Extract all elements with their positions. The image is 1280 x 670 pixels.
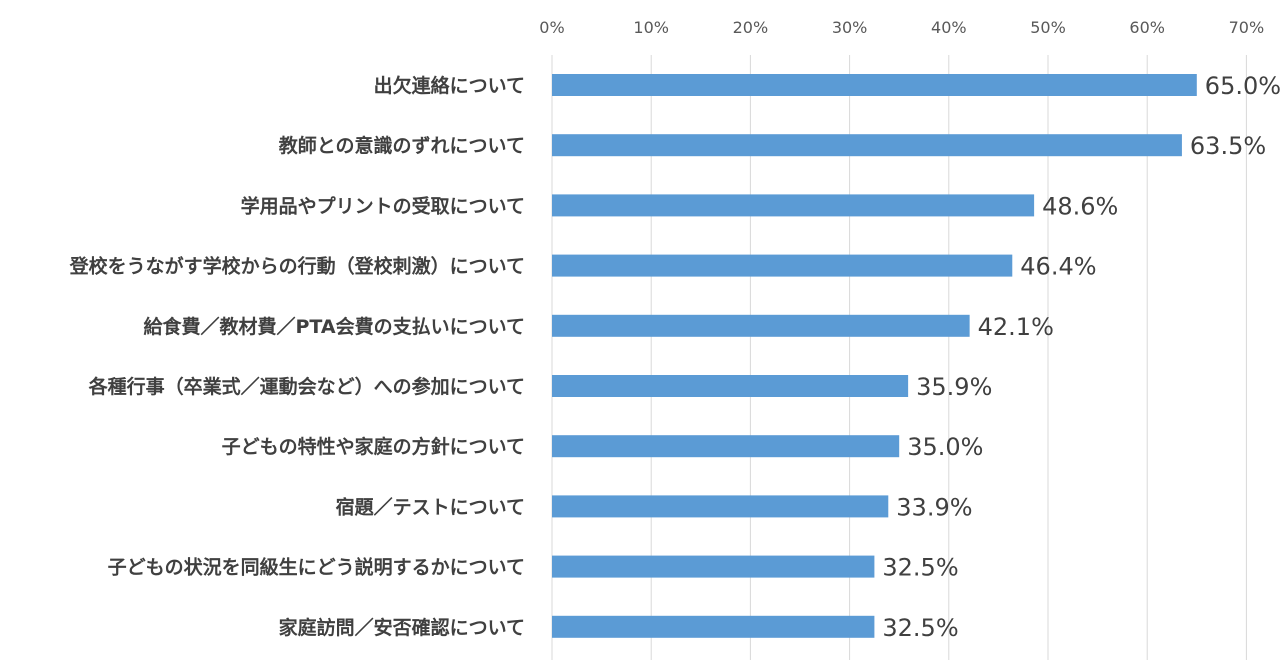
data-label: 65.0% bbox=[1205, 72, 1280, 100]
bar bbox=[552, 254, 1013, 277]
category-label: 学用品やプリントの受取について bbox=[241, 194, 525, 217]
data-label: 63.5% bbox=[1190, 132, 1266, 160]
bar bbox=[552, 74, 1197, 96]
category-label: 各種行事（卒業式／運動会など）への参加について bbox=[88, 375, 525, 398]
x-tick-label: 60% bbox=[1129, 18, 1165, 37]
category-label: 給食費／教材費／PTA会費の支払いについて bbox=[143, 315, 525, 338]
x-tick-label: 70% bbox=[1229, 18, 1265, 37]
data-label: 33.9% bbox=[896, 493, 972, 521]
x-tick-label: 50% bbox=[1030, 18, 1066, 37]
category-label: 出欠連絡について bbox=[374, 74, 525, 97]
bar bbox=[552, 194, 1035, 217]
category-label: 教師との意識のずれについて bbox=[279, 134, 525, 157]
category-label: 登校をうながす学校からの行動（登校刺激）について bbox=[69, 255, 525, 278]
category-label: 家庭訪問／安否確認について bbox=[279, 616, 525, 639]
x-tick-label: 10% bbox=[633, 18, 669, 37]
data-label: 48.6% bbox=[1042, 192, 1118, 220]
bar bbox=[552, 435, 900, 458]
bar bbox=[552, 134, 1182, 157]
bar bbox=[552, 375, 909, 397]
data-label: 46.4% bbox=[1020, 253, 1096, 281]
data-label: 32.5% bbox=[882, 554, 958, 582]
bar bbox=[552, 615, 875, 638]
x-tick-label: 30% bbox=[832, 18, 868, 37]
x-tick-label: 40% bbox=[931, 18, 967, 37]
data-label: 35.9% bbox=[916, 373, 992, 401]
data-label: 35.0% bbox=[907, 433, 983, 461]
bar bbox=[552, 314, 970, 337]
category-label: 子どもの状況を同級生にどう説明するかについて bbox=[108, 556, 525, 579]
data-label: 32.5% bbox=[882, 614, 958, 642]
category-label: 子どもの特性や家庭の方針について bbox=[222, 435, 525, 458]
x-tick-label: 20% bbox=[733, 18, 769, 37]
category-label: 宿題／テストについて bbox=[336, 495, 525, 518]
data-label: 42.1% bbox=[978, 313, 1054, 341]
x-tick-label: 0% bbox=[539, 18, 564, 37]
bar bbox=[552, 555, 875, 578]
bar bbox=[552, 495, 889, 518]
